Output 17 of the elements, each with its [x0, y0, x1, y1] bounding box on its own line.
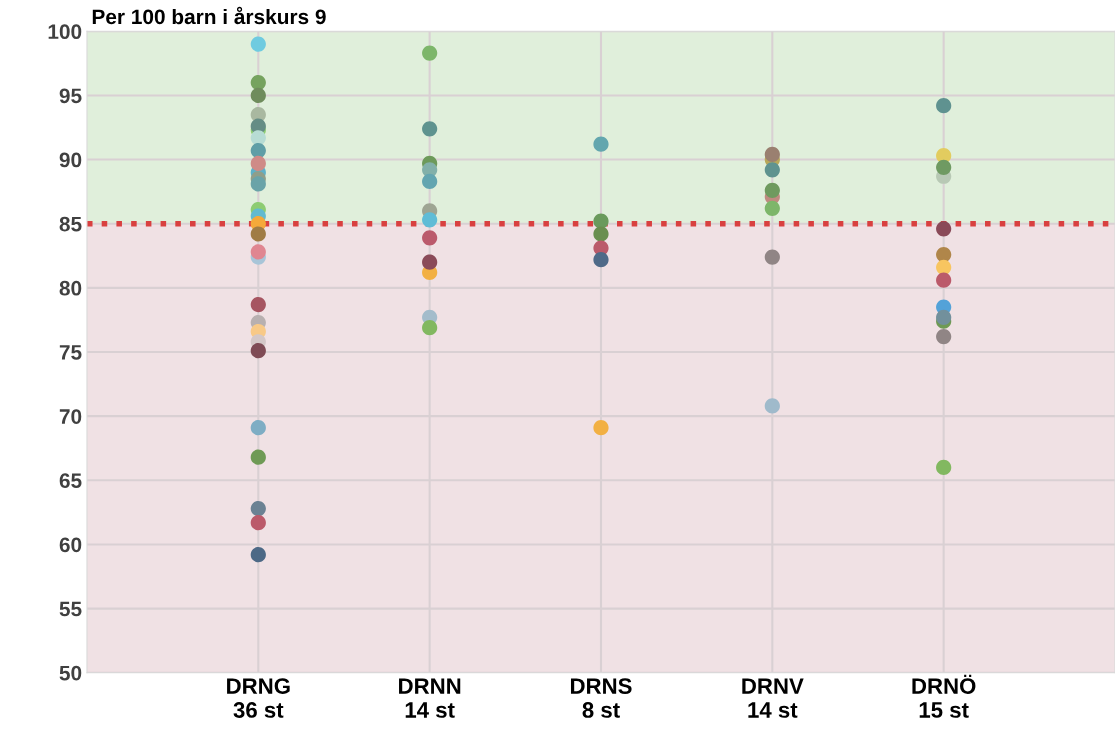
x-tick-label: DRNÖ 15 st	[912, 674, 976, 718]
chart-title: Per 100 barn i årskurs 9	[92, 6, 326, 25]
y-tick-label: 70	[59, 409, 82, 424]
y-tick-label: 100	[48, 24, 82, 40]
x-tick-label: DRNG 36 st	[227, 678, 290, 718]
y-tick-label: 90	[59, 152, 82, 168]
x-tick-label: DRNV 14 st	[742, 678, 804, 718]
y-tick-label: 85	[59, 216, 82, 232]
y-tick-label: 55	[59, 601, 82, 617]
x-tick-label: DRNN 14 st	[399, 678, 461, 718]
y-tick-label: 75	[59, 345, 82, 360]
y-tick-label: 60	[59, 537, 82, 553]
y-tick-label: 80	[59, 280, 82, 296]
x-tick-label: DRNS 8 st	[570, 678, 632, 718]
y-tick-label: 95	[59, 88, 82, 104]
y-tick-label: 65	[59, 473, 82, 489]
y-tick-label: 50	[59, 665, 82, 681]
